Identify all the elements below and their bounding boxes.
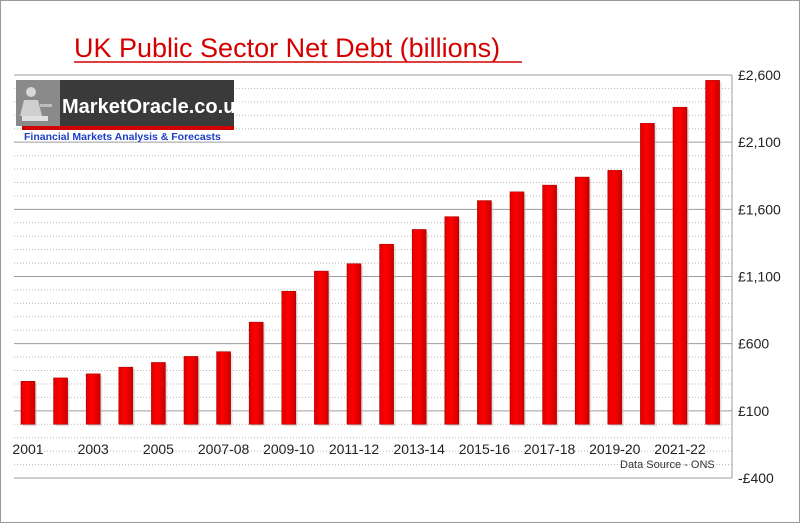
x-tick-label: 2005 <box>143 441 174 457</box>
logo-red-stripe <box>22 126 234 130</box>
y-tick-label: -£400 <box>738 470 774 486</box>
x-tick-label: 2011-12 <box>329 441 380 457</box>
logo-tagline: Financial Markets Analysis & Forecasts <box>24 131 221 143</box>
bar <box>640 123 655 425</box>
bar <box>705 80 720 425</box>
x-tick-label: 2007-08 <box>198 441 250 457</box>
bar <box>216 351 231 425</box>
y-tick-label: £600 <box>738 336 769 352</box>
data-source-note: Data Source - ONS <box>620 459 715 471</box>
x-tick-label: 2017-18 <box>524 441 576 457</box>
bar <box>151 362 166 425</box>
bar <box>20 380 36 425</box>
bar <box>183 356 199 425</box>
bar <box>85 373 101 425</box>
bar <box>314 270 329 425</box>
bar <box>444 216 460 425</box>
bar <box>672 106 688 425</box>
y-tick-label: £1,100 <box>738 269 781 285</box>
logo: MarketOracle.co.uk Financial Markets Ana… <box>16 80 247 143</box>
bar <box>574 176 590 425</box>
bar <box>53 377 68 425</box>
bar <box>477 200 492 425</box>
bar <box>346 263 362 425</box>
y-tick-label: £2,100 <box>738 134 781 150</box>
bar <box>607 170 623 425</box>
x-tick-label: 2009-10 <box>263 441 315 457</box>
chart-title: UK Public Sector Net Debt (billions) <box>74 33 500 63</box>
y-tick-label: £2,600 <box>738 67 781 83</box>
plot-area <box>14 74 733 479</box>
bar <box>248 321 264 425</box>
y-tick-label: £1,600 <box>738 201 781 217</box>
y-tick-label: £100 <box>738 403 769 419</box>
bar <box>542 184 557 425</box>
x-tick-label: 2015-16 <box>459 441 511 457</box>
x-tick-label: 2003 <box>78 441 109 457</box>
x-tick-label: 2013-14 <box>394 441 446 457</box>
oracle-figure-icon <box>20 87 52 121</box>
bar <box>379 243 394 425</box>
bar <box>281 290 297 425</box>
x-tick-label: 2021-22 <box>654 441 706 457</box>
bar <box>118 366 134 425</box>
bar <box>411 229 427 425</box>
x-tick-label: 2001 <box>12 441 43 457</box>
logo-brand-text: MarketOracle.co.uk <box>62 96 247 118</box>
x-tick-label: 2019-20 <box>589 441 641 457</box>
bar <box>509 191 525 425</box>
